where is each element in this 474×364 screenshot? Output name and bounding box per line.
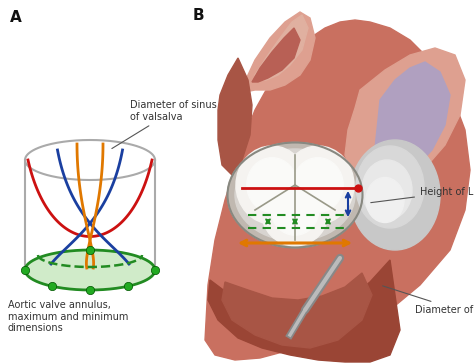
Polygon shape [205,20,470,360]
Ellipse shape [366,178,404,222]
Ellipse shape [236,146,308,224]
Ellipse shape [282,146,354,224]
Polygon shape [345,48,465,185]
Ellipse shape [293,158,343,212]
Text: Diameter of sinus
of valsalva: Diameter of sinus of valsalva [112,100,217,149]
Ellipse shape [261,174,329,246]
Polygon shape [240,12,315,92]
Text: Aortic valve annulus,
maximum and minimum
dimensions: Aortic valve annulus, maximum and minimu… [8,300,128,333]
Ellipse shape [350,140,440,250]
Polygon shape [25,250,155,290]
Text: Diameter of LVOT: Diameter of LVOT [383,286,474,315]
Ellipse shape [247,158,297,212]
Text: B: B [193,8,205,23]
Ellipse shape [356,146,424,228]
Ellipse shape [362,160,412,220]
Ellipse shape [228,142,363,248]
Polygon shape [252,28,300,82]
Text: A: A [10,10,22,25]
Polygon shape [222,273,372,348]
Ellipse shape [271,185,319,235]
Polygon shape [208,260,400,362]
Ellipse shape [235,149,355,241]
Text: Height of LMS: Height of LMS [371,187,474,203]
Polygon shape [375,62,450,175]
Polygon shape [255,15,308,80]
Polygon shape [218,58,252,175]
